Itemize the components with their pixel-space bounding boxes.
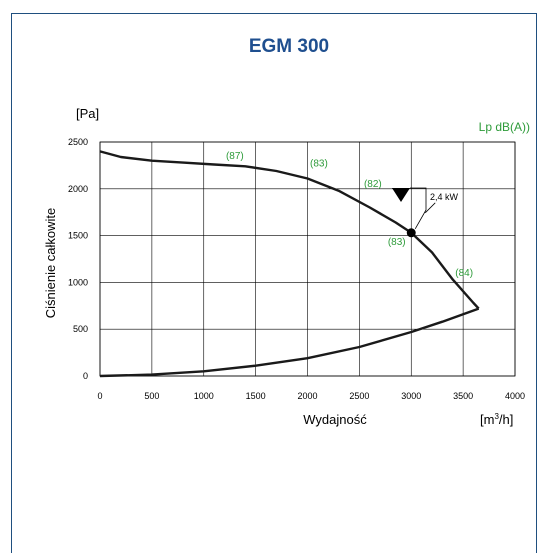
series-line-2 [99, 307, 480, 378]
power-leader-line [424, 202, 436, 214]
sound-level-value: (83) [388, 237, 406, 248]
sound-level-value: (84) [455, 268, 473, 279]
sound-level-value: (87) [226, 151, 244, 162]
y-tick-label: 1500 [68, 231, 88, 241]
y-axis-label: Ciśnienie całkowite [43, 208, 58, 319]
power-bracket [410, 187, 427, 229]
grid [99, 141, 516, 377]
x-tick-label: 3500 [453, 391, 473, 401]
y-tick-label: 2500 [68, 137, 88, 147]
y-tick-label: 500 [73, 324, 88, 334]
sound-level-value: (82) [364, 179, 382, 190]
operating-point [406, 228, 416, 238]
annotations: 2,4 kW (87) (83) (82) (83) (84) [226, 151, 473, 279]
chart: EGM 300 [Pa] Lp dB(A)) Ciśnienie całkowi… [43, 36, 530, 427]
x-tick-label: 2500 [349, 391, 369, 401]
x-tick-label: 4000 [505, 391, 525, 401]
x-tick-label: 3000 [401, 391, 421, 401]
sound-level-label: Lp dB(A)) [479, 120, 530, 134]
y-unit: [Pa] [76, 106, 99, 121]
y-ticks: 0 500 1000 1500 2000 2500 [68, 137, 88, 381]
x-tick-label: 500 [144, 391, 159, 401]
y-tick-label: 2000 [68, 184, 88, 194]
chart-title: EGM 300 [249, 36, 329, 57]
chart-frame [11, 13, 537, 553]
x-axis-label: Wydajność [303, 412, 367, 427]
marker-triangle [392, 188, 410, 202]
series-line-1 [99, 150, 480, 310]
x-tick-label: 0 [97, 391, 102, 401]
x-unit: [m3/h] [480, 412, 513, 427]
x-tick-label: 1500 [246, 391, 266, 401]
x-tick-label: 1000 [194, 391, 214, 401]
y-tick-label: 0 [83, 371, 88, 381]
series [99, 150, 480, 378]
power-label: 2,4 kW [430, 192, 459, 202]
x-tick-label: 2000 [297, 391, 317, 401]
x-ticks: 0 500 1000 1500 2000 2500 3000 3500 4000 [97, 391, 525, 401]
sound-level-value: (83) [310, 158, 328, 169]
y-tick-label: 1000 [68, 277, 88, 287]
